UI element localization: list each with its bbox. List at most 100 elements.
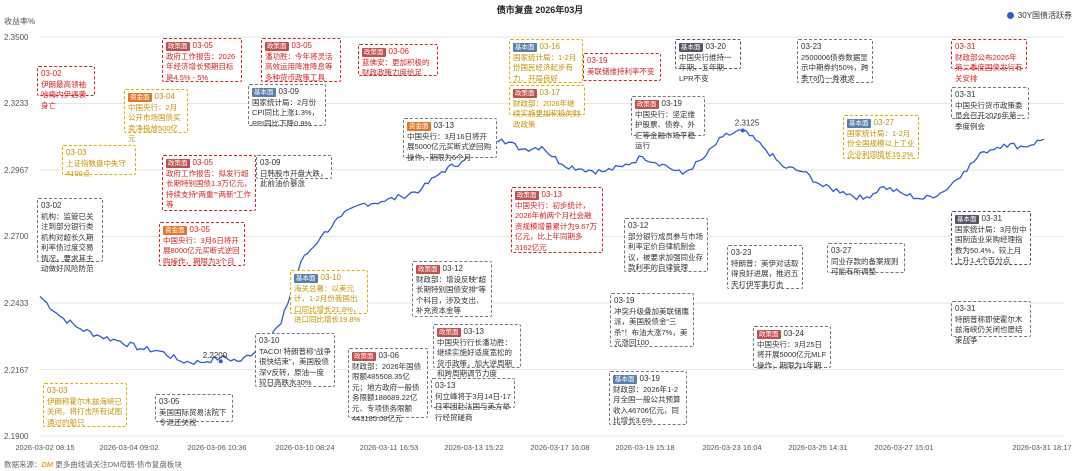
event-text: 美国国际贸易法院下令退还关税 [159, 407, 227, 428]
event-category-tag: 政策面 [635, 100, 659, 109]
event-date: 03-02 [41, 201, 62, 210]
event-date: 03-23 [731, 248, 752, 257]
event-category-tag: 政策面 [352, 352, 376, 361]
event-category-tag: 基本面 [294, 274, 318, 283]
event-annotation[interactable]: 03-31 中国央行货币政策委员会召开2026年第一季度例会 [951, 87, 1029, 131]
event-category-tag: 政策面 [437, 328, 461, 337]
event-annotation[interactable]: 03-02 机构：监管已关注到部分银行类机构对超长久期利率债过度交易情况，要求其主… [37, 198, 103, 273]
event-header: 03-27 [831, 246, 901, 257]
event-header: 基本面 03-16 [513, 42, 579, 53]
event-date: 03-05 [192, 158, 213, 167]
y-axis-unit: 收益率% [4, 17, 36, 26]
event-annotation[interactable]: 03-23 特朗普：美伊对话取得良好进展，推迟五天打伊军事打击 [727, 245, 803, 289]
event-annotation[interactable]: 03-10 TACO! 特朗普称“战争很快结束”，美国股债深V反转，原油一度较日高… [255, 333, 335, 387]
event-date: 03-31 [955, 304, 976, 313]
event-header: 03-05 [159, 397, 229, 408]
event-date: 03-06 [378, 351, 399, 360]
event-annotation[interactable]: 03-19 冲突升级叠加美联储鹰派，美国股债金“三杀”！布油大涨7%，美元涨回10… [610, 293, 694, 347]
event-text: 伊朗称霍尔木兹海峡已关闭，将打击所有试图通过的船只 [47, 396, 122, 427]
x-tick: 2026-03-25 14:31 [788, 443, 848, 452]
event-date: 03-04 [154, 92, 175, 101]
event-text: 中国央行：2月公开市场国债买卖净投放500亿元 [128, 102, 181, 144]
event-annotation[interactable]: 政策面 03-05 潘功胜：今年将灵活高效运用降准降息等多种货币政策工具 [261, 38, 341, 82]
event-annotation[interactable]: 03-31 特朗普称即使霍尔木兹海峡仍关闭也愿结束战争 [951, 301, 1031, 345]
event-annotation[interactable]: 基本面 03-09 国家统计局：2月份CPI同比上涨1.3%，PPI同比下降0.9% [248, 84, 326, 128]
event-text: 中国央行：3月6日将开展8000亿元买断式逆回购操作，期限为3个月 [163, 235, 240, 266]
event-header: 资金面 03-05 [163, 225, 241, 236]
source-label: 数据来源： [4, 460, 42, 469]
event-date: 03-13 [435, 381, 456, 390]
event-text: 同业存款的备案规则可能有所调整 [831, 256, 899, 277]
event-annotation[interactable]: 03-12 部分银行成员参与市场利率定价自律机制会议，被要求加强同业存款利率的自律… [624, 218, 708, 272]
event-date: 03-05 [291, 41, 312, 50]
event-date: 03-27 [831, 246, 852, 255]
event-header: 03-31 [955, 90, 1025, 101]
event-annotation[interactable]: 03-31 财政部公布2026年第二季度国债发行有关安排 [951, 39, 1027, 83]
event-text: 美联储维持利率不变 [587, 66, 655, 76]
event-annotation[interactable]: 03-19 美联储维持利率不变 [583, 53, 661, 81]
event-header: 政策面 03-05 [166, 158, 252, 169]
event-annotation[interactable]: 政策面 03-13 中国央行：初步统计，2026年前两个月社会融资规模增量累计为9.… [511, 187, 603, 253]
event-annotation[interactable]: 基本面 03-16 国家统计局：1-2月份国民经济起步有力、开局良好 [509, 39, 583, 83]
event-annotation[interactable]: 基本面 03-31 国家统计局：3月份中国制造业采购经理指数为50.4%，较上月上升… [951, 211, 1031, 265]
event-annotation[interactable]: 政策面 03-05 政府工作报告：2026年经济增长预期目标是4.5% - 5% [162, 38, 242, 82]
event-header: 基本面 03-10 [294, 273, 364, 284]
event-annotation[interactable]: 政策面 03-24 中国央行：3月25日将开展5000亿元MLF操作，期限为1年期 [753, 326, 831, 370]
event-annotation[interactable]: 03-13 何立峰将于3月14日-17日率团赴法国与美方举行经贸磋商 [431, 378, 515, 422]
event-annotation[interactable]: 政策面 03-19 中国央行：坚定维护股票、债券、外汇等金融市场平稳运行 [631, 96, 705, 150]
event-header: 03-13 [435, 381, 511, 392]
event-annotation[interactable]: 03-03 上证指数盘中失守4100点 [62, 145, 136, 178]
event-annotation[interactable]: 03-23 2500006债券数据显示中期券约50%，跨季T6仍一券难求 [797, 39, 873, 83]
event-text: 政府工作报告：拟发行超长期特别国债1.3万亿元，持续支持“两重”“两新”工作等 [166, 168, 252, 210]
event-annotation[interactable]: 政策面 03-06 财政部：2026年国债限额485508.35亿元；地方政府一般债… [348, 348, 428, 423]
event-annotation[interactable]: 03-05 美国国际贸易法院下令退还关税 [155, 394, 233, 427]
event-header: 03-09 [260, 158, 328, 169]
event-annotation[interactable]: 03-27 同业存款的备案规则可能有所调整 [827, 243, 905, 276]
event-date: 03-27 [873, 118, 894, 127]
event-category-tag: 政策面 [166, 42, 190, 51]
event-date: 03-20 [705, 42, 726, 51]
event-annotation[interactable]: 03-02 伊朗最高领袖哈梅内伊遇袭身亡 [37, 66, 95, 110]
event-category-tag: 基本面 [679, 43, 703, 52]
event-category-tag: 基本面 [613, 375, 637, 384]
event-annotation[interactable]: 基本面 03-10 海关总署：以美元计，1-2月份我国出口同比增长21.8%，进口同… [290, 270, 368, 324]
x-tick: 2026-03-10 08:24 [275, 443, 335, 452]
event-date: 03-19 [587, 56, 608, 65]
event-header: 03-23 [731, 248, 799, 259]
event-annotation[interactable]: 基本面 03-27 国家统计局：1-2月份全国规模以上工业企业利润增长15.2% [843, 115, 919, 159]
event-text: 国家统计局：3月份中国制造业采购经理指数为50.4%，较上月上升1.4个百分点 [955, 224, 1027, 266]
event-annotation[interactable]: 政策面 03-06 蓝佛安：更加积极的财政政策力度给足 [358, 44, 438, 78]
y-tick: 2.2967 [4, 166, 29, 175]
chart-title: 债市复盘 2026年03月 [496, 5, 584, 15]
event-category-tag: 政策面 [362, 48, 386, 57]
event-text: 财政部：2026年国债限额485508.35亿元；地方政府一般债务限额18868… [352, 361, 422, 424]
event-header: 03-12 [628, 221, 704, 232]
event-text: 政府工作报告：2026年经济增长预期目标是4.5% - 5% [166, 51, 236, 82]
event-category-tag: 政策面 [515, 191, 539, 200]
event-text: 蓝佛安：更加积极的财政政策力度给足 [362, 57, 430, 78]
event-annotation[interactable]: 资金面 03-04 中国央行：2月公开市场国债买卖净投放500亿元 [124, 89, 188, 143]
event-header: 03-03 [66, 148, 132, 159]
event-text: 中国央行：坚定维护股票、债券、外汇等金融市场平稳运行 [635, 109, 695, 151]
event-annotation[interactable]: 资金面 03-05 中国央行：3月6日将开展8000亿元买断式逆回购操作，期限为3个… [159, 222, 245, 266]
event-category-tag: 资金面 [407, 122, 431, 131]
event-text: 冲突升级叠加美联储鹰派，美国股债金“三杀”！布油大涨7%，美元涨回100 [614, 306, 689, 348]
event-annotation[interactable]: 资金面 03-13 中国央行：3月16日将开展5000亿元买断式逆回购操作，期限为6… [403, 118, 497, 162]
event-annotation[interactable]: 政策面 03-05 政府工作报告：拟发行超长期特别国债1.3万亿元，持续支持“两重”… [162, 155, 256, 211]
event-text: 机构：监管已关注到部分银行类机构对超长久期利率债过度交易情况，要求其主动做好风险… [41, 211, 94, 274]
event-annotation[interactable]: 政策面 03-12 财政部：增设反映“超长期特别国债安排”等个科目，涉及支出、补充资… [412, 261, 492, 317]
event-annotation[interactable]: 03-03 伊朗称霍尔木兹海峡已关闭，将打击所有试图通过的船只 [43, 383, 127, 427]
event-annotation[interactable]: 基本面 03-19 财政部：2026年1-2月全国一般公共预算收入46706亿元，同… [609, 371, 687, 425]
event-header: 政策面 03-19 [635, 99, 701, 110]
event-text: 海关总署：以美元计，1-2月份我国出口同比增长21.8%，进口同比增长19.8% [294, 283, 361, 325]
event-header: 03-10 [259, 336, 331, 347]
event-date: 03-13 [463, 327, 484, 336]
event-annotation[interactable]: 政策面 03-17 财政部：2026年继续实施更加积极的财政政策 [509, 85, 585, 129]
event-text: 财政部：2026年1-2月全国一般公共预算收入46706亿元，同比增长3.6% [613, 384, 681, 426]
event-annotation[interactable]: 基本面 03-20 中国央行维持一年期、五年期LPR不变 [675, 39, 741, 83]
event-date: 03-19 [614, 296, 635, 305]
event-annotation[interactable]: 03-09 日韩股市开盘大跌，此前油价暴涨 [256, 155, 332, 188]
event-annotation[interactable]: 政策面 03-13 中国央行行长潘功胜：继续实施好适度宽松的货币政策，加大逆周期和跨… [433, 324, 521, 378]
event-date: 03-24 [783, 329, 804, 338]
event-text: 国家统计局：1-2月份全国规模以上工业企业利润增长15.2% [847, 128, 915, 159]
